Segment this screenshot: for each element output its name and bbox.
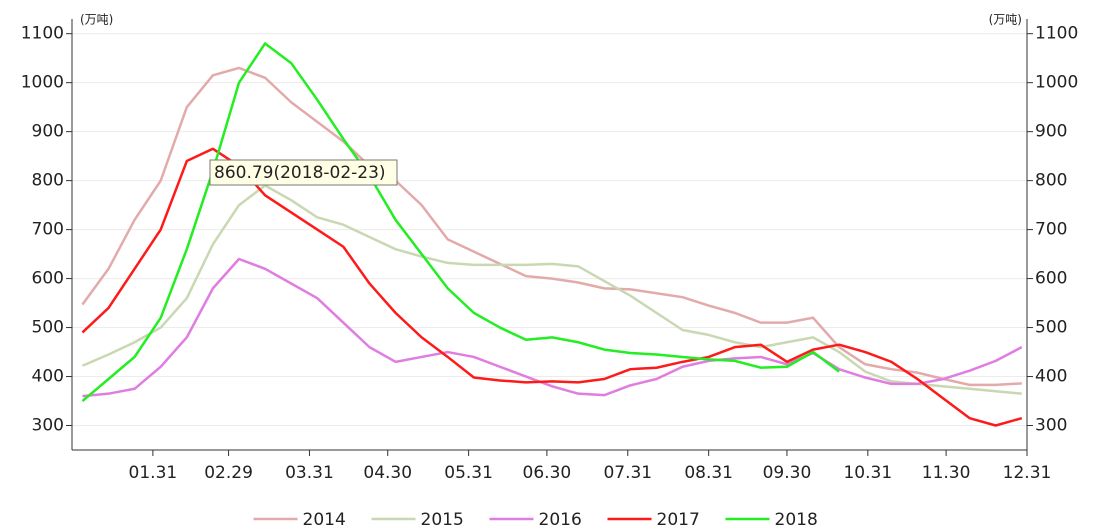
y2-tick-label: 700 [1035,220,1067,240]
y-tick-label: 800 [32,171,64,191]
y-tick-label: 300 [32,416,64,436]
x-tick-label: 01.31 [129,463,178,483]
legend-label: 2017 [657,510,700,530]
line-series [81,184,1022,395]
x-tick-label: 11.30 [922,463,971,483]
x-tick-label: 12.31 [1003,463,1052,483]
y-axis-label: (万吨) [80,13,113,27]
x-tick-label: 08.31 [684,463,733,483]
legend-label: 2018 [775,510,818,530]
legend-label: 2015 [421,510,464,530]
y2-tick-label: 300 [1035,416,1067,436]
x-tick-label: 03.31 [285,463,334,483]
line-series [81,66,1022,387]
tooltip-box [209,159,398,186]
y-tick-label: 1000 [21,73,64,93]
y2-tick-label: 900 [1035,122,1067,142]
tooltip-text: 860.79(2018-02-23) [214,163,386,183]
line-series [81,147,1023,427]
y2-tick-label: 800 [1035,171,1067,191]
line-series [82,257,1023,398]
x-tick-label: 06.30 [523,463,572,483]
line-series [81,42,840,402]
y2-axis-label: (万吨) [989,13,1022,27]
y2-tick-label: 400 [1035,367,1067,387]
y-tick-label: 900 [32,122,64,142]
x-tick-label: 04.30 [363,463,412,483]
y2-tick-label: 1000 [1035,73,1078,93]
y-tick-label: 500 [32,318,64,338]
y-tick-label: 1100 [21,24,64,44]
y2-tick-label: 500 [1035,318,1067,338]
legend-label: 2016 [539,510,582,530]
legend-label: 2014 [303,510,346,530]
x-tick-label: 10.31 [843,463,892,483]
x-tick-label: 05.31 [444,463,493,483]
y-tick-label: 600 [32,269,64,289]
x-tick-label: 09.30 [763,463,812,483]
y-tick-label: 700 [32,220,64,240]
y-tick-label: 400 [32,367,64,387]
y2-tick-label: 600 [1035,269,1067,289]
y2-tick-label: 1100 [1035,24,1078,44]
x-tick-label: 07.31 [603,463,652,483]
x-tick-label: 02.29 [204,463,253,483]
